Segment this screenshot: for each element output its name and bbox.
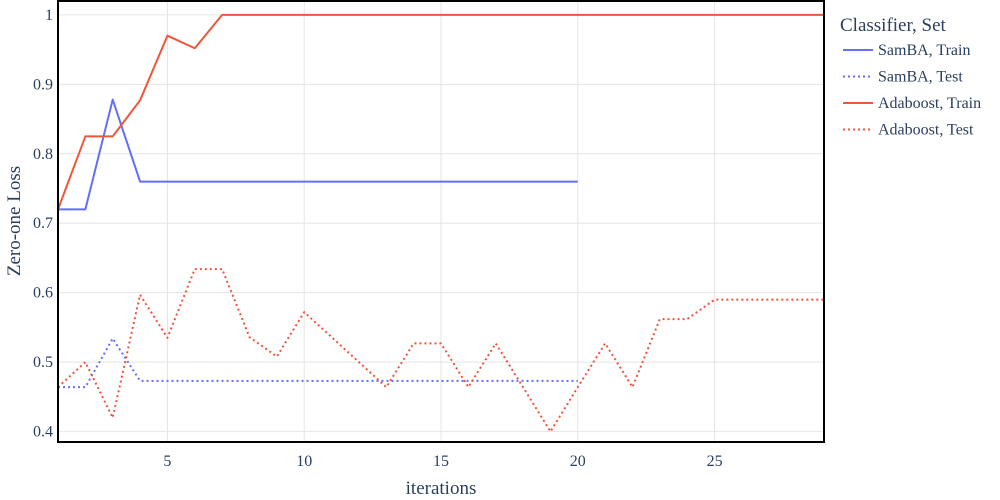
x-tick-label: 20 (570, 453, 586, 470)
x-tick-label: 5 (163, 453, 171, 470)
legend-item-adaboost-train[interactable]: Adaboost, Train (843, 95, 981, 112)
x-tick-label: 25 (707, 453, 723, 470)
x-tick-label: 10 (296, 453, 312, 470)
legend-label: SamBA, Test (878, 69, 963, 86)
legend-item-adaboost-test[interactable]: Adaboost, Test (843, 122, 974, 139)
legend-title: Classifier, Set (840, 15, 947, 36)
y-axis-title: Zero-one Loss (4, 166, 25, 276)
x-axis-title: iterations (406, 478, 477, 499)
grid-layer (58, 1, 824, 442)
y-tick-label: 0.4 (33, 424, 53, 441)
legend-items: SamBA, Train SamBA, Test Adaboost, Train Ad… (843, 42, 981, 139)
y-tick-label: 1 (45, 7, 53, 24)
series-line-adaboost-train (58, 13, 824, 210)
y-tick-label: 0.5 (33, 354, 53, 371)
y-tick-label: 0.7 (33, 215, 53, 232)
legend-label: SamBA, Train (878, 42, 970, 59)
series-line-adaboost-test (58, 268, 824, 433)
tick-layer: 5 10 15 20 25 0.4 0.5 0.6 0.7 0.8 0.9 1 (33, 7, 723, 470)
series-line-samba-train (58, 98, 578, 211)
legend-item-samba-train[interactable]: SamBA, Train (843, 42, 970, 59)
y-tick-label: 0.6 (33, 285, 53, 302)
y-tick-label: 0.9 (33, 76, 53, 93)
legend-label: Adaboost, Train (878, 95, 981, 112)
legend-label: Adaboost, Test (878, 122, 974, 139)
series-line-samba-test (58, 337, 578, 389)
x-tick-label: 15 (433, 453, 449, 470)
legend: Classifier, Set SamBA, Train SamBA, Test A… (840, 15, 981, 139)
plot-frame (57, 0, 825, 443)
series-layer (58, 13, 824, 433)
legend-item-samba-test[interactable]: SamBA, Test (843, 69, 963, 86)
y-tick-label: 0.8 (33, 146, 53, 163)
